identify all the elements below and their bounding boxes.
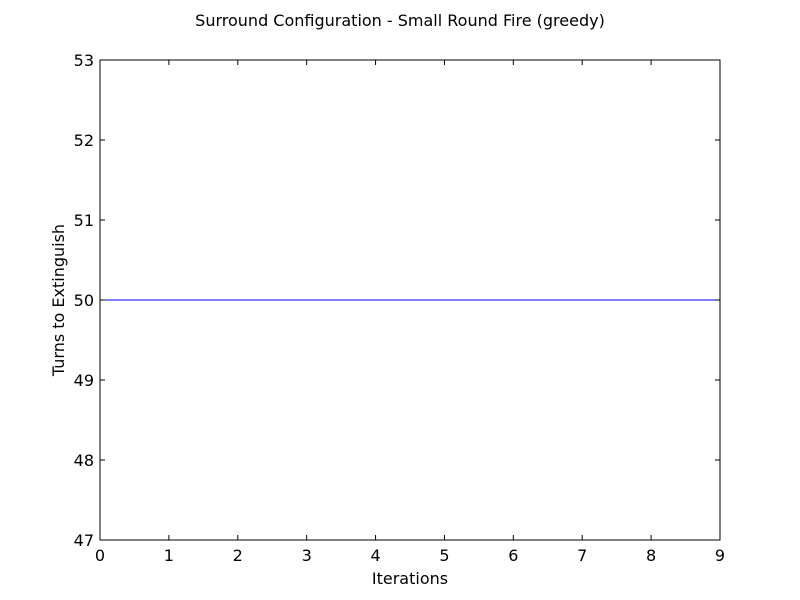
y-tick-label: 51 <box>74 211 94 230</box>
chart-title: Surround Configuration - Small Round Fir… <box>195 11 605 30</box>
x-tick-label: 1 <box>164 546 174 565</box>
x-tick-label: 5 <box>439 546 449 565</box>
y-axis-label: Turns to Extinguish <box>49 224 68 377</box>
x-tick-label: 6 <box>508 546 518 565</box>
x-tick-label: 2 <box>233 546 243 565</box>
y-tick-label: 49 <box>74 371 94 390</box>
y-tick-label: 48 <box>74 451 94 470</box>
y-tick-label: 50 <box>74 291 94 310</box>
x-tick-label: 8 <box>646 546 656 565</box>
x-tick-label: 3 <box>302 546 312 565</box>
y-tick-label: 47 <box>74 531 94 550</box>
x-tick-label: 4 <box>370 546 380 565</box>
y-tick-label: 53 <box>74 51 94 70</box>
plot-frame <box>99 59 721 541</box>
y-tick-label: 52 <box>74 131 94 150</box>
tick-layer: 0 1 2 3 4 5 6 7 8 9 47 48 49 50 51 52 53 <box>74 51 725 565</box>
x-tick-label: 7 <box>577 546 587 565</box>
x-axis-label: Iterations <box>372 569 448 588</box>
x-tick-label: 9 <box>715 546 725 565</box>
x-tick-label: 0 <box>95 546 105 565</box>
